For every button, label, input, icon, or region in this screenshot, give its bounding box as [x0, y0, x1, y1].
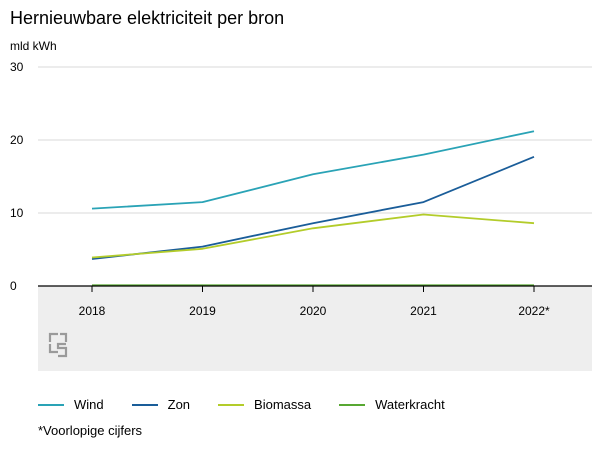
x-tick-label: 2018 [79, 304, 106, 318]
legend-label: Zon [167, 397, 191, 412]
legend-swatch [339, 403, 366, 406]
x-axis-band [38, 286, 592, 371]
x-tick-label: 2022* [518, 304, 550, 318]
legend-item-biomassa: Biomassa [218, 397, 311, 412]
cbs-logo-icon [48, 332, 68, 358]
legend-label: Biomassa [254, 397, 312, 412]
x-tick-label: 2020 [300, 304, 327, 318]
y-tick-label: 30 [10, 60, 24, 74]
legend-swatch [218, 403, 245, 406]
x-tick-label: 2019 [189, 304, 216, 318]
legend-label: Wind [74, 397, 104, 412]
x-tick-label: 2021 [410, 304, 437, 318]
series-line-zon [91, 155, 535, 260]
legend: Wind Zon Biomassa Waterkracht [38, 397, 473, 412]
y-tick-label: 10 [10, 206, 24, 220]
legend-swatch [38, 403, 64, 406]
legend-swatch [131, 403, 158, 406]
legend-item-wind: Wind [38, 397, 104, 412]
y-tick-label: 20 [10, 133, 24, 147]
legend-label: Waterkracht [375, 397, 445, 412]
footnote: *Voorlopige cijfers [38, 423, 143, 438]
legend-item-zon: Zon [131, 397, 191, 412]
chart-title: Hernieuwbare elektriciteit per bron [10, 8, 285, 28]
series-line-wind [91, 130, 535, 210]
y-axis-label: mld kWh [10, 39, 57, 53]
series-line-biomassa [91, 213, 535, 259]
y-tick-label: 0 [10, 279, 17, 293]
legend-item-waterkracht: Waterkracht [339, 397, 445, 412]
